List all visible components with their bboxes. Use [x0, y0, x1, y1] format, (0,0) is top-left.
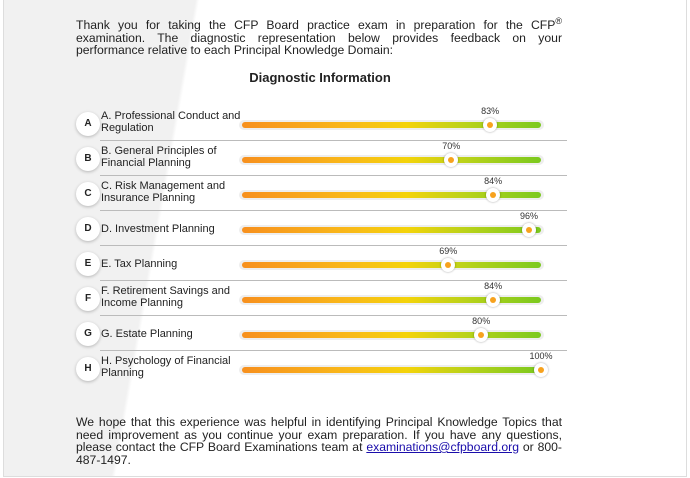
- domain-label: C. Risk Management and Insurance Plannin…: [101, 180, 226, 204]
- score-marker: [486, 188, 501, 202]
- score-percent: 69%: [439, 246, 458, 256]
- row-divider: [100, 245, 567, 246]
- page-frame: [3, 0, 687, 477]
- domain-letter-badge: H: [76, 357, 100, 381]
- score-marker: [522, 223, 537, 237]
- domain-row: A A. Professional Conduct and Regulation 8…: [75, 106, 567, 141]
- score-bar: [242, 262, 541, 268]
- score-bar: [242, 192, 541, 198]
- domain-label: B. General Principles of Financial Plann…: [101, 145, 217, 169]
- row-divider: [100, 210, 567, 211]
- row-divider: [100, 315, 567, 316]
- score-percent: 96%: [520, 211, 539, 221]
- domain-letter-badge: C: [76, 182, 100, 206]
- domain-letter-badge: D: [76, 217, 100, 241]
- score-percent: 83%: [481, 106, 500, 116]
- domain-letter-badge: F: [76, 287, 100, 311]
- closing-part: We hope that this experience was helpful…: [76, 415, 562, 454]
- registered-mark: ®: [555, 15, 562, 26]
- email-link[interactable]: examinations@cfpboard.org: [366, 440, 519, 454]
- score-bar: [242, 367, 541, 373]
- row-divider: [100, 280, 567, 281]
- score-percent: 70%: [442, 141, 461, 151]
- score-marker: [441, 258, 456, 272]
- intro-text: Thank you for taking the CFP Board pract…: [76, 15, 562, 57]
- score-marker: [474, 328, 489, 342]
- score-marker: [534, 363, 548, 377]
- domain-row: C C. Risk Management and Insurance Planni…: [75, 176, 567, 211]
- domain-label: A. Professional Conduct and Regulation: [101, 110, 241, 134]
- score-percent: 84%: [484, 176, 503, 186]
- row-divider: [100, 175, 567, 176]
- score-marker: [444, 153, 459, 167]
- score-bar: [242, 157, 541, 163]
- score-bar: [242, 227, 541, 233]
- row-divider: [100, 140, 567, 141]
- domain-label: G. Estate Planning: [101, 328, 193, 340]
- score-percent: 84%: [484, 281, 503, 291]
- domain-letter-badge: E: [76, 252, 100, 276]
- domain-letter-badge: B: [76, 147, 100, 171]
- score-marker: [483, 118, 498, 132]
- score-percent: 100%: [529, 351, 553, 361]
- score-marker: [486, 293, 501, 307]
- score-percent: 80%: [472, 316, 491, 326]
- closing-text: We hope that this experience was helpful…: [76, 416, 562, 466]
- score-bar: [242, 332, 541, 338]
- score-bar: [242, 297, 541, 303]
- closing-part: or 800-487-1497.: [76, 440, 562, 467]
- domain-letter-badge: G: [76, 322, 100, 346]
- domain-row: H H. Psychology of Financial Planning 100%: [75, 351, 567, 386]
- score-bar: [242, 122, 541, 128]
- domain-letter-badge: A: [76, 112, 100, 136]
- domain-label: D. Investment Planning: [101, 223, 215, 235]
- domain-row: D D. Investment Planning 96%: [75, 211, 567, 246]
- intro-part: Thank you for taking the CFP Board pract…: [76, 18, 556, 32]
- domain-row: F F. Retirement Savings and Income Planni…: [75, 281, 567, 316]
- section-title: Diagnostic Information: [249, 70, 391, 85]
- intro-part: examination. The diagnostic representati…: [76, 30, 562, 57]
- domain-row: G G. Estate Planning 80%: [75, 316, 567, 351]
- domain-label: H. Psychology of Financial Planning: [101, 355, 231, 379]
- domain-label: E. Tax Planning: [101, 258, 178, 270]
- domain-row: E E. Tax Planning 69%: [75, 246, 567, 281]
- domain-row: B B. General Principles of Financial Plan…: [75, 141, 567, 176]
- domain-label: F. Retirement Savings and Income Plannin…: [101, 285, 231, 309]
- row-divider: [100, 350, 567, 351]
